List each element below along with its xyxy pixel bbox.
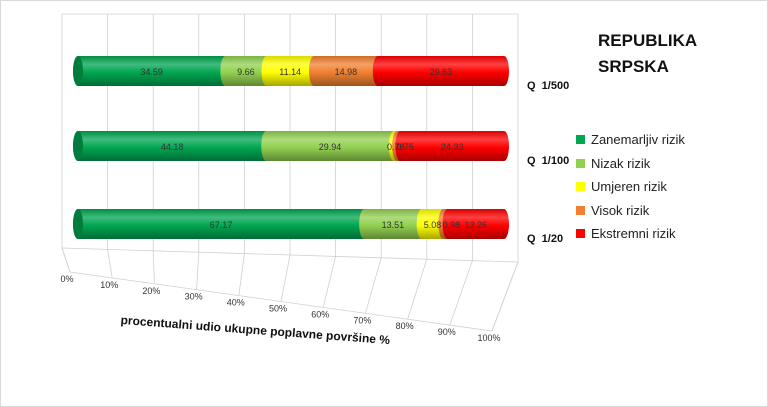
- category-labels: Q 1/500 Q 1/100 Q 1/20: [527, 80, 569, 245]
- bar-segment: [220, 56, 272, 86]
- legend: Zanemarljiv rizik Nizak rizik Umjeren rizi…: [576, 128, 685, 246]
- category-label: Q 1/500: [527, 80, 569, 92]
- legend-item: Umjeren rizik: [576, 175, 685, 199]
- bar-segment: [442, 209, 509, 239]
- bar-segment: [372, 56, 509, 86]
- legend-swatch: [576, 182, 585, 192]
- bar-end-cap: [73, 56, 83, 86]
- data-label: 13.51: [382, 220, 405, 230]
- bar-segment: [395, 131, 509, 161]
- bars: [73, 56, 509, 239]
- x-tick-label: 70%: [353, 315, 371, 325]
- x-tick-label: 30%: [185, 292, 203, 302]
- data-label: 29.63: [430, 67, 453, 77]
- x-tick-label: 20%: [142, 286, 160, 296]
- x-tick-label: 60%: [311, 309, 329, 319]
- category-label: Q 1/100: [527, 155, 569, 167]
- bar-segment: [73, 56, 231, 86]
- data-label: 11.14: [279, 67, 301, 77]
- bar-end-cap: [73, 209, 83, 239]
- legend-item: Zanemarljiv rizik: [576, 128, 685, 152]
- x-tick-label: 50%: [269, 304, 287, 314]
- data-label: 0.78: [387, 142, 405, 152]
- legend-label: Nizak rizik: [591, 155, 651, 171]
- bar-segment: [359, 209, 427, 239]
- data-label: 9.66: [237, 67, 255, 77]
- legend-item: Visok rizik: [576, 199, 685, 223]
- bar-end-cap: [73, 131, 83, 161]
- legend-label: Zanemarljiv rizik: [591, 132, 685, 148]
- data-label: 13.26: [464, 220, 487, 230]
- bar-segment: [261, 131, 399, 161]
- x-axis-label: procentualni udio ukupne poplavne površi…: [120, 313, 391, 347]
- data-label: 14.98: [335, 67, 358, 77]
- x-tick-label: 10%: [100, 280, 118, 290]
- data-label: 5.08: [424, 220, 442, 230]
- data-label: 44.18: [161, 142, 184, 152]
- data-label: 24.33: [441, 142, 464, 152]
- x-tick-label: 0%: [60, 274, 73, 284]
- data-label: 34.59: [140, 67, 163, 77]
- x-tick-label: 80%: [396, 321, 414, 331]
- legend-label: Visok rizik: [591, 202, 650, 218]
- x-tick-labels: 0% 10% 20% 30% 40% 50% 60% 70% 80% 90% 100%: [60, 274, 500, 343]
- data-label: 0.75: [396, 142, 414, 152]
- legend-swatch: [576, 135, 585, 145]
- legend-swatch: [576, 205, 585, 215]
- category-label: Q 1/20: [527, 233, 563, 245]
- bar-segment: [261, 56, 319, 86]
- bar-segment: [308, 56, 383, 86]
- x-tick-label: 100%: [477, 333, 500, 343]
- data-label: 0.98: [443, 220, 461, 230]
- chart-title: REPUBLIKA SRPSKA: [598, 31, 697, 76]
- x-tick-label: 90%: [438, 327, 456, 337]
- data-label: 29.94: [319, 142, 342, 152]
- legend-label: Umjeren rizik: [591, 179, 667, 195]
- legend-item: Ekstremni rizik: [576, 222, 685, 246]
- bar-segment: [73, 209, 370, 239]
- bar-segment: [73, 131, 272, 161]
- legend-label: Ekstremni rizik: [591, 226, 676, 242]
- legend-swatch: [576, 158, 585, 168]
- data-label: 67.17: [210, 220, 233, 230]
- legend-item: Nizak rizik: [576, 152, 685, 176]
- x-tick-label: 40%: [227, 298, 245, 308]
- legend-swatch: [576, 229, 585, 239]
